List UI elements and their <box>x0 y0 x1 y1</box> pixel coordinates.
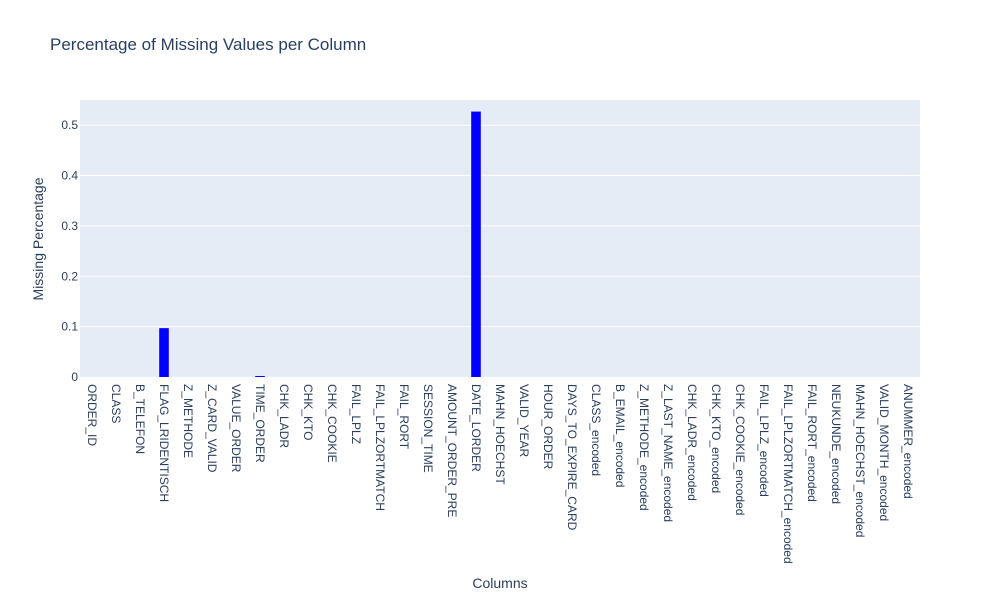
x-tick-label: Z_LAST_NAME_encoded <box>661 384 675 522</box>
x-tick-label: CLASS <box>109 384 123 423</box>
x-tick-label: ORDER_ID <box>85 384 99 446</box>
x-tick-label: FAIL_LPLZORTMATCH <box>373 384 387 511</box>
x-tick-label: CHK_KTO_encoded <box>709 384 723 493</box>
x-tick-label: DAYS_TO_EXPIRE_CARD <box>565 384 579 531</box>
bar-flag-lridentisch <box>159 328 169 377</box>
y-tick-label: 0.3 <box>61 219 78 233</box>
y-tick-label: 0.1 <box>61 320 78 334</box>
y-axis-ticks: 0 0.1 0.2 0.3 0.4 0.5 <box>61 118 78 384</box>
x-tick-label: MAHN_HOECHST <box>493 384 507 485</box>
x-tick-label: FLAG_LRIDENTISCH <box>157 384 171 502</box>
x-tick-label: VALID_MONTH_encoded <box>877 384 891 521</box>
y-tick-label: 0 <box>71 370 78 384</box>
gridlines <box>80 124 920 328</box>
x-tick-label: FAIL_LPLZORTMATCH_encoded <box>781 384 795 564</box>
x-tick-label: FAIL_RORT <box>397 384 411 450</box>
x-tick-label: VALID_YEAR <box>517 384 531 457</box>
x-tick-label: Z_CARD_VALID <box>205 384 219 473</box>
x-tick-label: SESSION_TIME <box>421 384 435 473</box>
x-tick-label: FAIL_RORT_encoded <box>805 384 819 502</box>
x-tick-label: TIME_ORDER <box>253 384 267 463</box>
x-tick-label: DATE_LORDER <box>469 384 483 472</box>
x-tick-label: HOUR_ORDER <box>541 384 555 470</box>
x-tick-label: Z_METHODE <box>181 384 195 458</box>
x-tick-label: ANUMMER_encoded <box>901 384 915 499</box>
x-axis-title: Columns <box>472 575 527 591</box>
x-tick-label: CHK_LADR <box>277 384 291 448</box>
y-tick-label: 0.2 <box>61 269 78 283</box>
x-tick-label: CHK_COOKIE_encoded <box>733 384 747 515</box>
x-tick-label: B_EMAIL_encoded <box>613 384 627 487</box>
chart-title: Percentage of Missing Values per Column <box>50 35 366 54</box>
x-tick-label: NEUKUNDE_encoded <box>829 384 843 504</box>
x-axis-ticks: ORDER_ID CLASS B_TELEFON FLAG_LRIDENTISCH Z_… <box>85 384 915 564</box>
y-axis-title: Missing Percentage <box>30 177 46 300</box>
bar-date-lorder <box>471 111 481 378</box>
x-tick-label: AMOUNT_ORDER_PRE <box>445 384 459 517</box>
x-tick-label: VALUE_ORDER <box>229 384 243 473</box>
x-tick-label: CHK_COOKIE <box>325 384 339 463</box>
x-tick-label: CHK_KTO <box>301 384 315 440</box>
y-tick-label: 0.4 <box>61 169 78 183</box>
plot-area <box>80 100 920 377</box>
x-tick-label: CLASS_encoded <box>589 384 603 476</box>
x-tick-label: FAIL_LPLZ_encoded <box>757 384 771 497</box>
x-tick-label: CHK_LADR_encoded <box>685 384 699 501</box>
x-tick-label: B_TELEFON <box>133 384 147 454</box>
bars <box>159 111 481 378</box>
bar-time-order <box>255 375 265 377</box>
y-tick-label: 0.5 <box>61 118 78 132</box>
x-tick-label: MAHN_HOECHST_encoded <box>853 384 867 537</box>
x-tick-label: Z_METHODE_encoded <box>637 384 651 511</box>
x-tick-label: FAIL_LPLZ <box>349 384 363 444</box>
